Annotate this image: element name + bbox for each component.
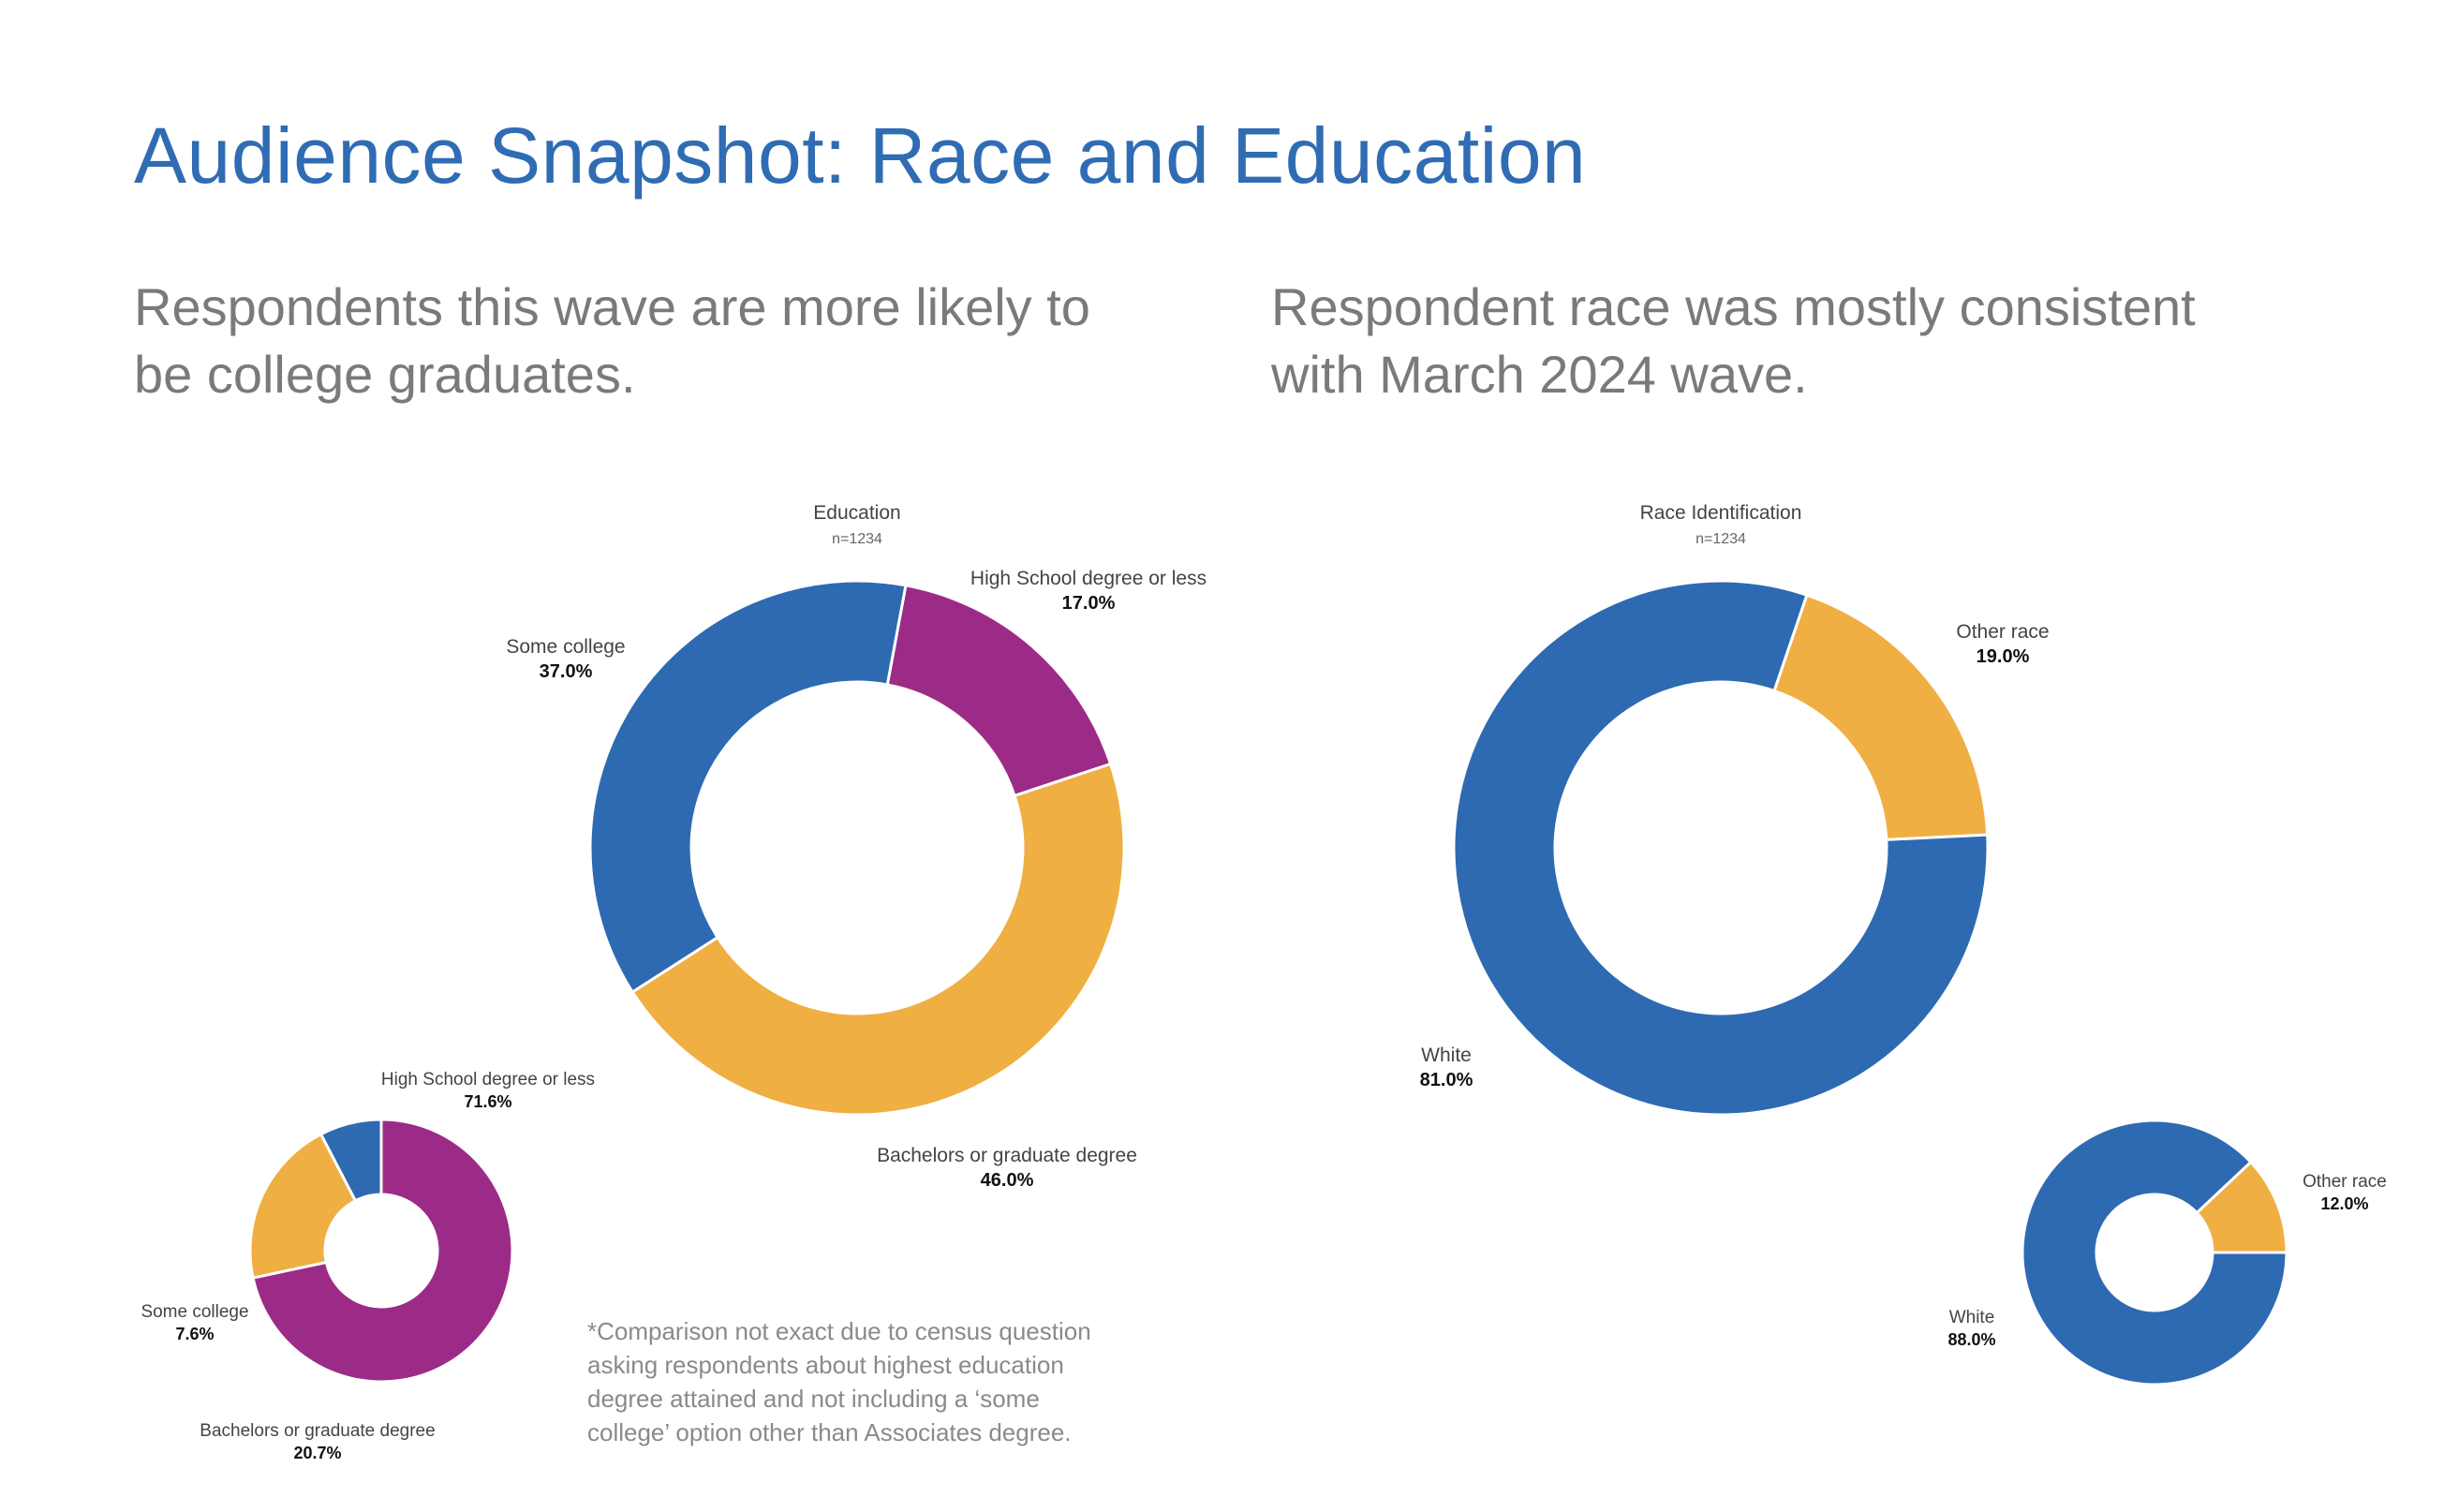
race-main-slice-value: 81.0% (1420, 1070, 1473, 1090)
race-main-slice-value: 19.0% (1977, 646, 2030, 667)
education-census-slice-label: High School degree or less (381, 1070, 595, 1090)
education-main-slice-value: 46.0% (981, 1170, 1034, 1191)
footnote-line: *Comparison not exact due to census ques… (587, 1317, 1091, 1345)
education-census-slice-value: 7.6% (175, 1325, 214, 1343)
race-census-chart: Other race 12.0% White 88.0% (1947, 1119, 2387, 1386)
education-main-slice-high-school-degree-or-less (885, 584, 1113, 798)
race-main-chart-title: Race Identification (1640, 502, 1802, 524)
education-census-chart: High School degree or less 71.6% Bachelors… (141, 1070, 595, 1462)
education-main-sample-size: n=1234 (832, 531, 882, 547)
education-census-slice-value: 20.7% (293, 1444, 341, 1462)
race-main-chart: Other race 19.0% White 81.0% Race Identifica… (1420, 502, 2050, 1117)
education-main-chart-title: Education (813, 502, 900, 524)
race-main-slice-other-race (1772, 593, 1990, 841)
subtitle-race-line1: Respondent race was mostly consistent (1271, 277, 2196, 336)
education-main-slice-value: 37.0% (540, 661, 593, 682)
footnote-line: college’ option other than Associates de… (587, 1418, 1072, 1446)
race-census-slice-value: 12.0% (2320, 1194, 2368, 1213)
race-census-slice-label: White (1949, 1308, 1995, 1327)
subtitle-education-line2: be college graduates. (134, 345, 636, 404)
race-census-slice-white (2021, 1119, 2288, 1386)
footnote-line: degree attained and not including a ‘som… (587, 1385, 1040, 1413)
education-census-slice-high-school-degree-or-less (251, 1118, 514, 1384)
subtitle-education-line1: Respondents this wave are more likely to (134, 277, 1090, 336)
race-main-sample-size: n=1234 (1695, 531, 1746, 547)
education-census-slice-some-college (318, 1118, 383, 1203)
education-main-slice-value: 17.0% (1062, 593, 1116, 614)
education-main-slice-label: Some college (506, 636, 625, 658)
page-title: Audience Snapshot: Race and Education (134, 111, 1587, 200)
education-census-slice-bachelors-or-graduate-degree (248, 1132, 358, 1280)
subtitle-education: Respondents this wave are more likely to… (134, 274, 1211, 408)
education-census-slice-value: 71.6% (464, 1092, 511, 1111)
education-main-slice-label: Bachelors or graduate degree (877, 1145, 1137, 1166)
education-main-chart: High School degree or less 17.0% Bachelors… (506, 502, 1207, 1191)
subtitle-race-line2: with March 2024 wave. (1271, 345, 1808, 404)
race-census-slice-value: 88.0% (1947, 1330, 1995, 1349)
race-main-slice-white (1452, 579, 1990, 1117)
subtitle-race: Respondent race was mostly consistent wi… (1271, 274, 2348, 408)
education-census-slice-label: Bachelors or graduate degree (200, 1421, 435, 1441)
education-census-slice-label: Some college (141, 1302, 248, 1322)
education-main-slice-bachelors-or-graduate-degree (630, 762, 1126, 1117)
race-main-slice-label: Other race (1956, 621, 2049, 643)
education-main-slice-label: High School degree or less (970, 568, 1207, 589)
footnote: *Comparison not exact due to census ques… (587, 1314, 1187, 1449)
footnote-line: asking respondents about highest educati… (587, 1351, 1064, 1379)
race-census-slice-label: Other race (2303, 1172, 2387, 1192)
race-main-slice-label: White (1421, 1045, 1472, 1066)
education-main-slice-some-college (588, 579, 908, 995)
